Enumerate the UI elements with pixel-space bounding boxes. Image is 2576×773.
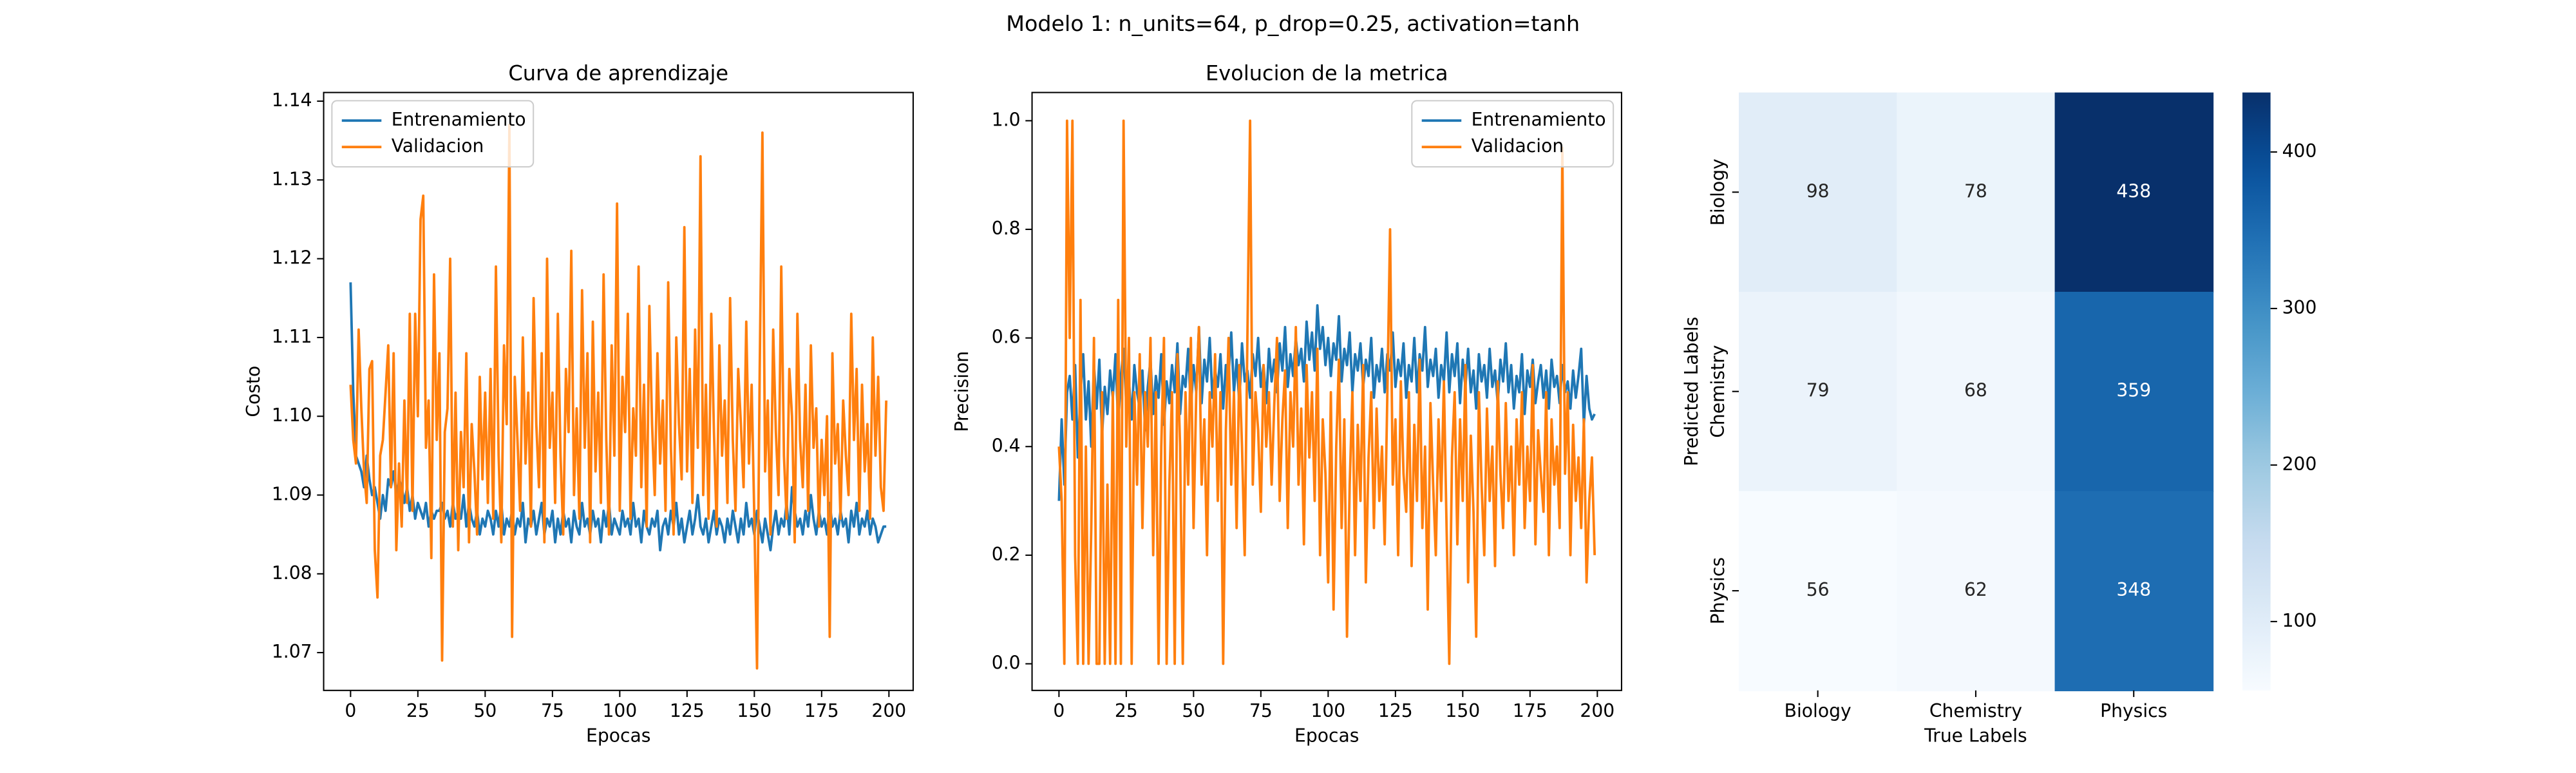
cell-label: 438 (2116, 180, 2151, 202)
heatmap-cell (2054, 291, 2214, 492)
y-tick-label: 0.4 (992, 435, 1021, 456)
y-tick-label: Biology (1707, 158, 1728, 225)
y-tick-label: 1.11 (272, 326, 312, 347)
x-tick-label: 200 (871, 700, 906, 721)
heatmap-cell (2054, 491, 2214, 692)
x-axis-label: Epocas (1294, 725, 1359, 747)
series-line (349, 123, 888, 670)
cell-label: 56 (1806, 579, 1830, 600)
cell-label: 79 (1806, 380, 1830, 401)
y-tick-label: Chemistry (1707, 345, 1728, 438)
heatmap-cell (1897, 92, 2056, 293)
x-tick-label: 25 (1115, 700, 1138, 721)
cell-label: 68 (1964, 380, 1987, 401)
x-tick-label: 175 (804, 700, 839, 721)
y-tick-label: 1.07 (272, 641, 312, 662)
y-tick-label: 0.2 (992, 544, 1021, 565)
cell-label: 62 (1964, 579, 1987, 600)
y-tick-label: 0.6 (992, 327, 1021, 348)
heatmap-cell (1897, 491, 2056, 692)
y-axis-label: Predicted Labels (1681, 317, 1702, 466)
legend-label: Validacion (392, 135, 484, 157)
x-tick-label: Physics (2100, 700, 2167, 721)
cell-label: 359 (2116, 380, 2151, 401)
x-tick-label: 200 (1580, 700, 1615, 721)
x-tick-label: 150 (737, 700, 772, 721)
series-line (1057, 119, 1596, 665)
y-axis-label: Precision (951, 351, 972, 432)
x-tick-label: 125 (1378, 700, 1413, 721)
legend-box (1411, 100, 1615, 167)
y-tick-label: 1.09 (272, 484, 312, 505)
colorbar-tick-label: 100 (2282, 610, 2317, 631)
x-tick-label: 150 (1445, 700, 1480, 721)
x-tick-label: 25 (406, 700, 430, 721)
x-axis-label: Epocas (586, 725, 650, 747)
colorbar-tick-label: 200 (2282, 453, 2317, 475)
cell-label: 78 (1964, 180, 1987, 202)
x-tick-label: 50 (473, 700, 497, 721)
colorbar-tick-label: 300 (2282, 297, 2317, 318)
y-axis-label: Costo (243, 366, 264, 417)
x-tick-label: 125 (670, 700, 705, 721)
axes-frame (323, 91, 914, 691)
x-tick-label: 75 (541, 700, 564, 721)
heatmap-cell (1739, 291, 1898, 492)
x-tick-label: 175 (1513, 700, 1548, 721)
colorbar-tick-label: 400 (2282, 140, 2317, 162)
y-tick-label: 1.10 (272, 405, 312, 426)
y-tick-label: 1.14 (272, 90, 312, 111)
y-tick-label: Physics (1707, 557, 1728, 624)
axes-title: Curva de aprendizaje (508, 61, 728, 85)
x-tick-label: 75 (1249, 700, 1273, 721)
heatmap-cell (1739, 92, 1898, 293)
heatmap-cell (2054, 92, 2214, 293)
x-tick-label: 100 (602, 700, 637, 721)
colorbar (2242, 92, 2271, 691)
y-tick-label: 0.0 (992, 652, 1021, 673)
y-tick-label: 0.8 (992, 218, 1021, 239)
x-tick-label: Biology (1785, 700, 1852, 721)
y-tick-label: 1.0 (992, 109, 1021, 130)
y-tick-label: 1.08 (272, 562, 312, 584)
legend-box (331, 100, 535, 167)
heatmap-cell (1739, 491, 1898, 692)
heatmap-cell (1897, 291, 2056, 492)
axes-title: Evolucion de la metrica (1206, 61, 1448, 85)
x-tick-label: 100 (1311, 700, 1345, 721)
x-tick-label: 0 (1053, 700, 1065, 721)
y-tick-label: 1.12 (272, 247, 312, 269)
legend-label: Entrenamiento (392, 109, 526, 130)
x-tick-label: Chemistry (1929, 700, 2022, 721)
y-tick-label: 1.13 (272, 168, 312, 189)
legend-label: Validacion (1472, 135, 1564, 157)
figure-title: Modelo 1: n_units=64, p_drop=0.25, activ… (1006, 11, 1580, 36)
x-tick-label: 50 (1182, 700, 1205, 721)
cell-label: 348 (2116, 579, 2151, 600)
x-axis-label: True Labels (1924, 725, 2027, 747)
axes-frame (1031, 91, 1622, 691)
x-tick-label: 0 (345, 700, 356, 721)
cell-label: 98 (1806, 180, 1830, 202)
legend-label: Entrenamiento (1472, 109, 1606, 130)
